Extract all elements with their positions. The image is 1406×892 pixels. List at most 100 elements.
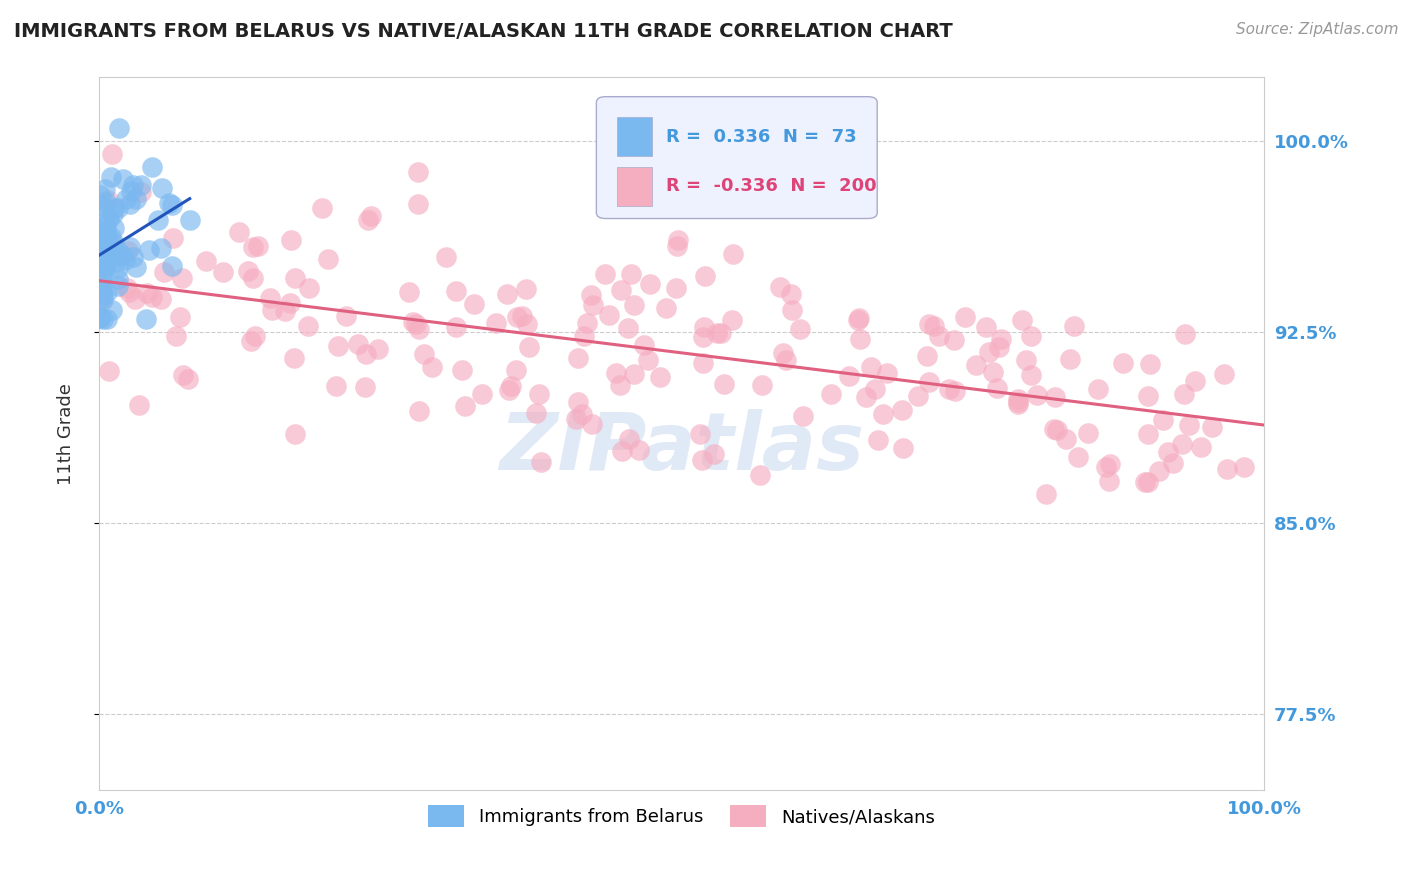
Point <box>354 380 377 394</box>
Point <box>150 293 173 307</box>
Point <box>1011 313 1033 327</box>
Point <box>93 312 115 326</box>
Point <box>408 164 430 178</box>
Point <box>706 326 728 341</box>
Point <box>107 244 129 259</box>
Point <box>1019 328 1042 343</box>
Point <box>515 282 537 296</box>
Point <box>96 312 118 326</box>
Point <box>863 382 886 396</box>
Point <box>90 227 112 242</box>
Point <box>516 317 538 331</box>
Point <box>1184 374 1206 388</box>
Point <box>628 442 651 457</box>
Point <box>527 387 550 401</box>
Point <box>284 426 307 441</box>
Point <box>89 253 111 268</box>
Point <box>354 346 377 360</box>
Point <box>689 426 711 441</box>
Point <box>1035 486 1057 500</box>
Text: ZIPatlas: ZIPatlas <box>499 409 863 487</box>
Point <box>1063 319 1085 334</box>
Point <box>792 409 814 424</box>
Point <box>495 287 517 301</box>
Point <box>1136 426 1159 441</box>
Point <box>1059 352 1081 367</box>
Point <box>574 328 596 343</box>
Point <box>121 251 143 265</box>
Point <box>129 185 152 199</box>
Point <box>91 269 114 284</box>
Point <box>1216 461 1239 475</box>
Point <box>165 328 187 343</box>
Point <box>598 308 620 322</box>
Point <box>709 326 731 340</box>
Point <box>721 313 744 327</box>
Point <box>648 370 671 384</box>
Point <box>326 339 349 353</box>
Point <box>623 298 645 312</box>
Point <box>444 284 467 298</box>
Point <box>135 312 157 326</box>
Point <box>713 377 735 392</box>
Point <box>111 171 134 186</box>
Point <box>1094 459 1116 474</box>
Point <box>89 310 111 325</box>
Point <box>524 406 547 420</box>
Point <box>96 227 118 242</box>
Point <box>953 310 976 324</box>
Point <box>748 468 770 483</box>
Point <box>1161 456 1184 470</box>
Point <box>693 268 716 283</box>
Point <box>89 277 111 292</box>
Point <box>107 121 129 136</box>
Point <box>654 301 676 315</box>
Point <box>981 366 1004 380</box>
Point <box>575 316 598 330</box>
Point <box>454 399 477 413</box>
Point <box>125 192 148 206</box>
Point <box>1098 474 1121 488</box>
Point <box>775 352 797 367</box>
Point <box>162 260 184 274</box>
Point <box>172 271 194 285</box>
Point <box>96 285 118 299</box>
Point <box>124 292 146 306</box>
Point <box>915 349 938 363</box>
Point <box>120 240 142 254</box>
Point <box>581 287 603 301</box>
Point <box>928 329 950 343</box>
Point <box>240 334 263 348</box>
Point <box>780 287 803 301</box>
Point <box>297 319 319 334</box>
Point <box>100 230 122 244</box>
Point <box>605 366 627 380</box>
Point <box>179 212 201 227</box>
Point <box>93 227 115 241</box>
Point <box>150 181 173 195</box>
Point <box>150 241 173 255</box>
Point <box>943 333 966 347</box>
Point <box>637 352 659 367</box>
Point <box>104 255 127 269</box>
Point <box>89 252 111 266</box>
Point <box>408 404 430 418</box>
Point <box>114 252 136 267</box>
Point <box>1054 432 1077 446</box>
Point <box>118 197 141 211</box>
Point <box>866 434 889 448</box>
Point <box>311 201 333 215</box>
Point <box>1136 475 1159 489</box>
Point <box>463 297 485 311</box>
Point <box>617 320 640 334</box>
Point <box>1067 450 1090 464</box>
Point <box>965 359 987 373</box>
Point <box>177 372 200 386</box>
Point <box>97 194 120 208</box>
Point <box>169 310 191 324</box>
Point <box>780 303 803 318</box>
Point <box>692 356 714 370</box>
Point <box>1233 459 1256 474</box>
Point <box>89 226 111 240</box>
Point <box>1007 397 1029 411</box>
